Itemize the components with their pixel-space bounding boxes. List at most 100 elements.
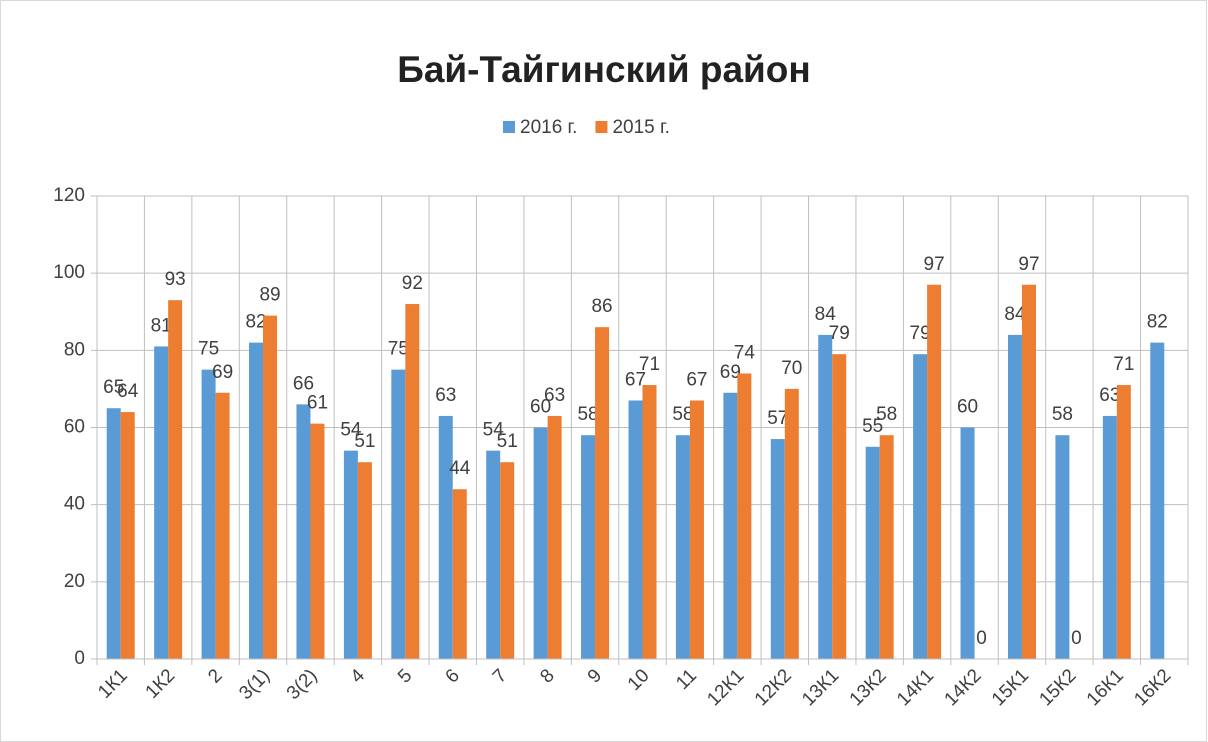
data-label: 63 — [435, 385, 456, 406]
y-tick-label: 40 — [64, 494, 85, 515]
bar — [865, 446, 880, 659]
data-label: 58 — [1052, 404, 1073, 425]
data-label: 60 — [957, 397, 978, 418]
bar — [628, 400, 643, 659]
bar — [547, 415, 562, 659]
data-label: 66 — [293, 373, 314, 394]
y-tick-label: 20 — [64, 571, 85, 592]
legend-label: 2015 г. — [612, 117, 669, 138]
bar — [784, 388, 799, 659]
data-label: 84 — [815, 304, 837, 325]
data-label: 70 — [781, 358, 802, 379]
data-label: 63 — [1099, 385, 1120, 406]
bar — [737, 373, 752, 659]
bar — [1055, 435, 1070, 659]
bar — [405, 304, 420, 659]
data-label: 54 — [483, 420, 505, 441]
bar — [1150, 342, 1165, 659]
data-label: 60 — [530, 397, 551, 418]
bar — [1116, 385, 1131, 659]
bar — [168, 300, 183, 659]
data-label: 92 — [402, 273, 423, 294]
data-label: 0 — [976, 628, 987, 649]
bar — [960, 427, 975, 659]
bar — [723, 392, 738, 659]
y-tick-label: 0 — [74, 648, 85, 669]
bar — [642, 385, 657, 659]
chart-title: Бай-Тайгинский район — [397, 49, 811, 90]
data-label: 51 — [497, 431, 518, 452]
bar — [1021, 284, 1036, 659]
data-label: 75 — [198, 339, 219, 360]
data-label: 67 — [625, 370, 646, 391]
data-label: 97 — [924, 254, 945, 275]
data-label: 61 — [307, 393, 328, 414]
bar — [263, 315, 278, 659]
data-label: 71 — [1113, 354, 1134, 375]
bar — [689, 400, 704, 659]
y-tick-label: 120 — [53, 185, 85, 206]
bar — [343, 450, 358, 659]
data-label: 67 — [686, 370, 707, 391]
data-label: 0 — [1071, 628, 1082, 649]
y-tick-label: 60 — [64, 417, 85, 438]
data-label: 84 — [1004, 304, 1026, 325]
bar — [249, 342, 264, 659]
data-label: 81 — [151, 315, 172, 336]
bar — [357, 462, 372, 659]
legend-label: 2016 г. — [520, 117, 577, 138]
data-label: 93 — [165, 269, 186, 290]
bar — [120, 412, 135, 659]
data-label: 64 — [117, 381, 139, 402]
data-label: 69 — [720, 362, 741, 383]
data-label: 44 — [449, 458, 471, 479]
data-label: 58 — [577, 404, 598, 425]
bar — [913, 354, 928, 659]
bar — [215, 392, 230, 659]
bar — [879, 435, 894, 659]
data-label: 58 — [672, 404, 693, 425]
bar — [1007, 334, 1022, 659]
bar — [818, 334, 833, 659]
bar — [391, 369, 406, 659]
bar — [1102, 415, 1117, 659]
data-label: 57 — [767, 408, 788, 429]
data-label: 58 — [876, 404, 897, 425]
data-label: 75 — [388, 339, 409, 360]
data-label: 79 — [910, 323, 931, 344]
bar — [595, 327, 610, 659]
bar — [832, 354, 847, 659]
legend-swatch — [595, 121, 608, 133]
bar — [675, 435, 690, 659]
data-label: 54 — [340, 420, 362, 441]
bar — [438, 415, 453, 659]
data-label: 82 — [1147, 312, 1168, 333]
y-tick-label: 80 — [64, 339, 85, 360]
bar — [296, 404, 311, 659]
bar — [452, 489, 467, 659]
data-label: 79 — [829, 323, 850, 344]
y-tick-label: 100 — [53, 262, 85, 283]
bar — [533, 427, 548, 659]
data-label: 71 — [639, 354, 660, 375]
bar — [770, 439, 785, 659]
bar — [500, 462, 515, 659]
bar — [154, 346, 169, 659]
bar — [201, 369, 216, 659]
bar — [310, 423, 325, 659]
data-label: 63 — [544, 385, 565, 406]
bar — [106, 408, 121, 659]
data-label: 89 — [259, 285, 280, 306]
data-label: 51 — [354, 431, 375, 452]
data-label: 74 — [734, 342, 756, 363]
data-label: 69 — [212, 362, 233, 383]
bar — [581, 435, 596, 659]
data-label: 97 — [1018, 254, 1039, 275]
legend-swatch — [503, 121, 515, 133]
data-label: 82 — [245, 312, 266, 333]
bar — [927, 284, 942, 659]
bar — [486, 450, 501, 659]
data-label: 65 — [103, 377, 124, 398]
data-label: 86 — [591, 296, 612, 317]
